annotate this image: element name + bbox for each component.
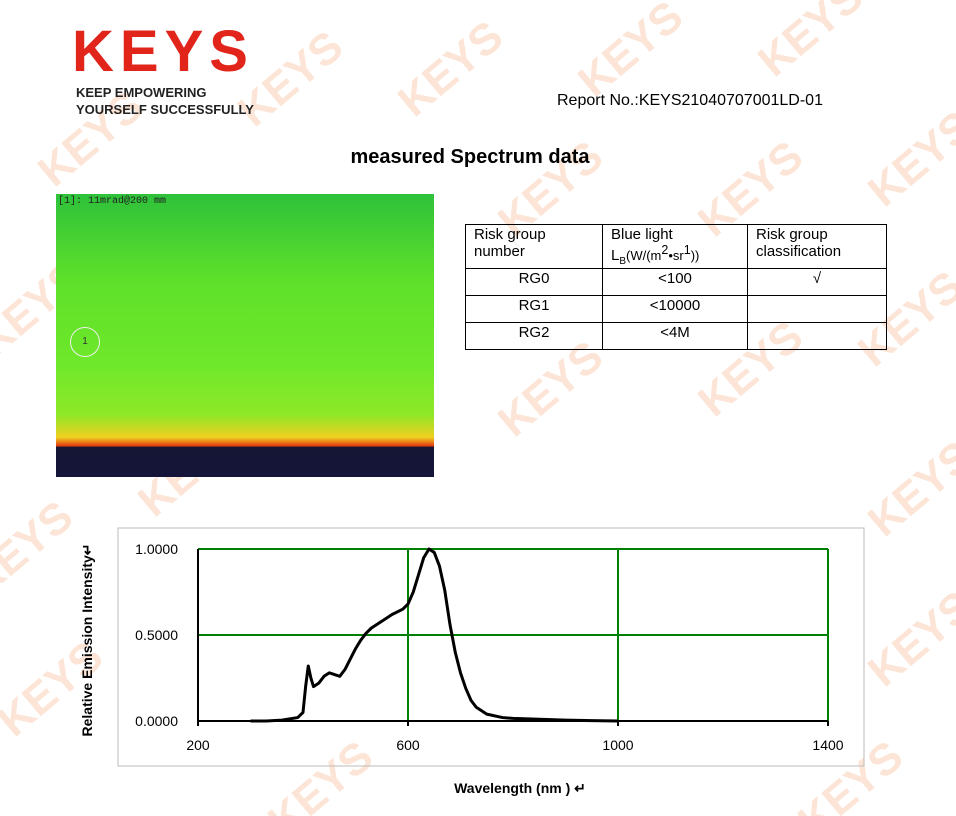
y-tick-label: 1.0000 — [135, 541, 178, 557]
cell: √ — [747, 268, 887, 296]
t: 1 — [683, 243, 691, 257]
y-tick-label: 0.5000 — [135, 627, 178, 643]
t: •sr — [668, 248, 684, 263]
row: RG1 <10000 — [465, 295, 887, 323]
x-tick-label: 200 — [186, 737, 210, 753]
tagline-line: KEEP EMPOWERING — [76, 85, 207, 100]
chart-frame — [117, 527, 865, 767]
image-marker: 1 — [70, 327, 100, 357]
title: measured Spectrum data — [350, 146, 590, 168]
text: Risk group — [756, 226, 828, 243]
y-axis-label: Relative Emission Intensity↵ — [79, 543, 95, 736]
cell: RG2 — [465, 322, 603, 350]
cell: <100 — [602, 268, 748, 296]
row: RG2 <4M — [465, 322, 887, 350]
x-tick-label: 1000 — [602, 737, 633, 753]
header-cell: Risk group number — [465, 224, 603, 269]
t: (W/(m — [626, 248, 662, 263]
t: 2 — [661, 243, 669, 257]
header-row: Risk group number Blue light LB(W/(m2•sr1)… — [465, 224, 887, 269]
image-label: [1]: 11mrad@200 mm — [58, 196, 167, 207]
cell — [747, 322, 887, 350]
x-axis-label: Wavelength (nm ) ↵ — [454, 780, 586, 796]
header-cell: Blue light LB(W/(m2•sr1)) — [602, 224, 748, 269]
logo: KEYS — [72, 19, 254, 84]
text: Blue light — [611, 226, 673, 243]
text: Risk group — [474, 226, 546, 243]
y-tick-label: 0.0000 — [135, 713, 178, 729]
tagline: KEEP EMPOWERING YOURSELF SUCCESSFULLY — [76, 84, 254, 118]
report-no: Report No.:KEYS21040707001LD-01 — [557, 92, 823, 109]
text: number — [474, 243, 525, 260]
table-body: RG0 <100 √ RG1 <10000 RG2 <4M — [465, 268, 887, 350]
cell: RG1 — [465, 295, 603, 323]
text: LB(W/(m2•sr1)) — [611, 243, 739, 267]
risk-table: Risk group number Blue light LB(W/(m2•sr1)… — [465, 224, 887, 350]
t: B — [619, 256, 627, 267]
t: L — [611, 247, 620, 264]
cell: <10000 — [602, 295, 748, 323]
cell — [747, 295, 887, 323]
x-tick-label: 1400 — [812, 737, 843, 753]
x-tick-label: 600 — [396, 737, 420, 753]
cell: RG0 — [465, 268, 603, 296]
text: classification — [756, 243, 842, 260]
cell: <4M — [602, 322, 748, 350]
tagline-line: YOURSELF SUCCESSFULLY — [76, 102, 254, 117]
t: )) — [690, 248, 700, 263]
row: RG0 <100 √ — [465, 268, 887, 296]
spectrum-line — [250, 547, 619, 723]
header-cell: Risk group classification — [747, 224, 887, 269]
luminance-image: [1]: 11mrad@200 mm 1 — [56, 194, 434, 477]
